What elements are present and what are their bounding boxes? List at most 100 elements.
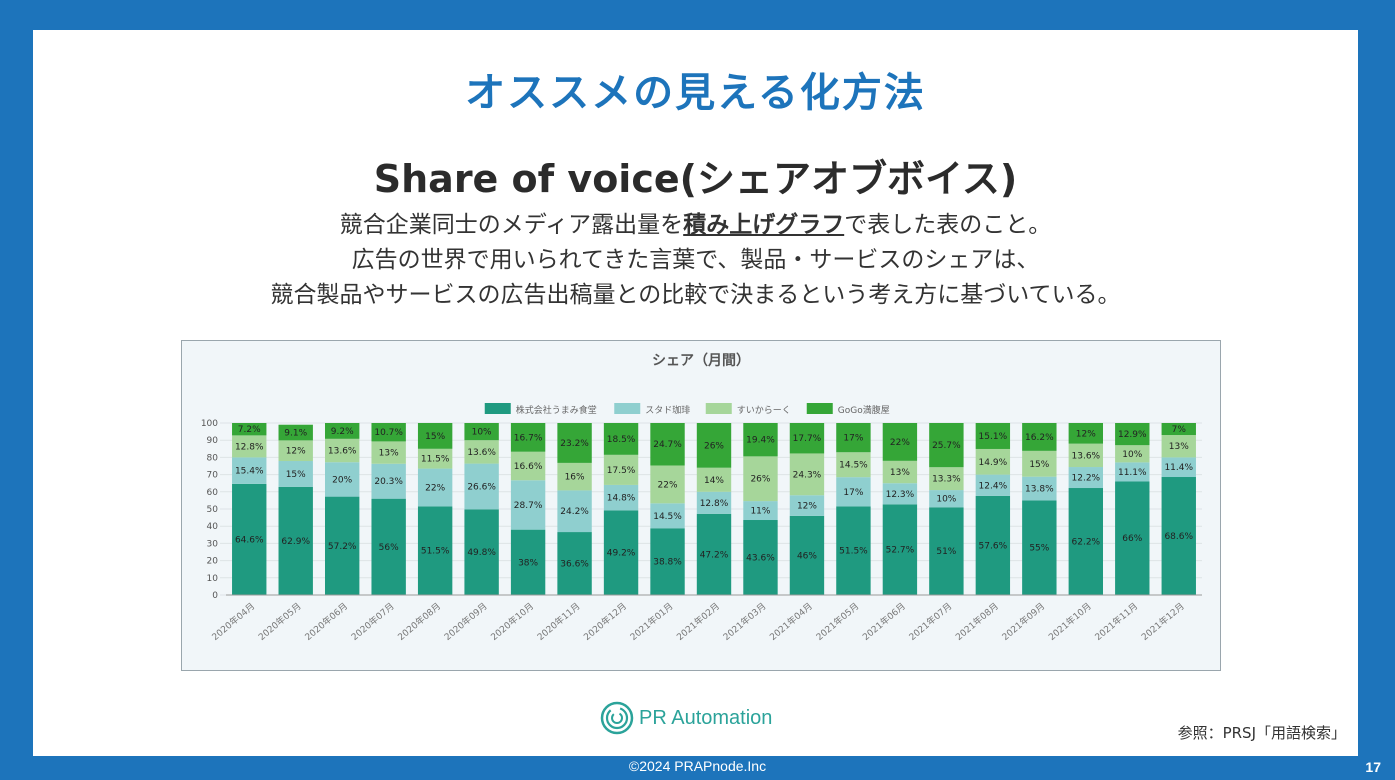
bar-value-label: 20% xyxy=(332,475,352,485)
bar-value-label: 11.4% xyxy=(1164,463,1193,473)
y-tick-label: 80 xyxy=(207,453,219,463)
bar-segment xyxy=(1068,467,1104,489)
bar-value-label: 26% xyxy=(750,475,770,485)
bar-value-label: 13.6% xyxy=(1072,451,1101,461)
bar-segment xyxy=(464,440,499,464)
logo: PR Automation xyxy=(599,698,772,738)
bar-segment xyxy=(278,440,313,462)
bar-segment xyxy=(975,423,1011,449)
bar-segment xyxy=(1115,423,1150,446)
y-tick-label: 90 xyxy=(207,436,219,446)
bar-value-label: 9.2% xyxy=(331,427,354,437)
x-tick-label: 2021年04月 xyxy=(767,600,815,643)
slide-subtitle: Share of voice(シェアオブボイス) xyxy=(373,157,1018,201)
bar-value-label: 12.8% xyxy=(235,442,264,452)
bar-segment xyxy=(1022,500,1057,595)
bar-value-label: 15.1% xyxy=(979,432,1008,442)
bar-segment xyxy=(836,506,871,595)
bar-value-label: 12.9% xyxy=(1118,430,1147,440)
bar-value-label: 16% xyxy=(565,473,585,483)
bar-value-label: 15% xyxy=(1029,460,1049,470)
bar-value-label: 49.8% xyxy=(467,548,496,558)
bar-segment xyxy=(882,423,918,461)
bar-segment xyxy=(510,480,546,530)
bar-segment xyxy=(975,474,1011,496)
bar-value-label: 68.6% xyxy=(1164,532,1193,542)
x-tick-label: 2021年11月 xyxy=(1092,600,1140,643)
bar-value-label: 26% xyxy=(704,441,724,451)
bar-value-label: 17.5% xyxy=(607,466,636,476)
bar-segment xyxy=(417,423,453,449)
bar-segment xyxy=(278,424,313,441)
x-tick-label: 2020年11月 xyxy=(535,600,583,643)
description-line-3: 競合製品やサービスの広告出稿量との比較で決まるという考え方に基づいている。 xyxy=(270,282,1121,308)
bar-segment xyxy=(882,504,918,595)
bar-value-label: 14.5% xyxy=(839,461,868,471)
bar-value-label: 10% xyxy=(472,428,492,438)
slide: オススメの見える化方法 Share of voice(シェアオブボイス) 競合企… xyxy=(33,30,1358,756)
bar-value-label: 13% xyxy=(379,449,399,459)
bar-value-label: 14% xyxy=(704,476,724,486)
bar-value-label: 51.5% xyxy=(839,547,868,557)
bar-segment xyxy=(1068,423,1104,444)
x-tick-label: 2020年05月 xyxy=(256,600,304,643)
bar-value-label: 62.9% xyxy=(281,537,310,547)
bar-value-label: 18.5% xyxy=(607,435,636,445)
bar-value-label: 15% xyxy=(425,432,445,442)
bar-segment xyxy=(557,423,592,463)
bar-segment xyxy=(557,490,592,533)
bar-value-label: 10.7% xyxy=(374,428,403,438)
y-tick-label: 40 xyxy=(207,522,219,532)
bar-segment xyxy=(789,495,825,516)
bar-segment xyxy=(603,423,639,455)
bar-value-label: 56% xyxy=(379,543,399,553)
y-tick-label: 0 xyxy=(212,591,218,601)
bar-value-label: 11.1% xyxy=(1118,468,1147,478)
bar-segment xyxy=(696,423,732,468)
x-tick-label: 2021年09月 xyxy=(999,600,1047,643)
bar-value-label: 7.2% xyxy=(238,425,261,435)
bar-segment xyxy=(929,507,964,595)
bar-value-label: 19.4% xyxy=(746,436,775,446)
bar-segment xyxy=(1022,476,1057,501)
chart-title: シェア（月間） xyxy=(652,353,750,369)
x-tick-label: 2021年07月 xyxy=(906,600,954,643)
bar-value-label: 49.2% xyxy=(607,549,636,559)
bar-value-label: 12.2% xyxy=(1072,474,1101,484)
bar-segment xyxy=(1022,450,1057,477)
bar-segment xyxy=(743,520,778,595)
bar-value-label: 52.7% xyxy=(886,546,915,556)
bar-value-label: 64.6% xyxy=(235,535,264,545)
bar-value-label: 15% xyxy=(286,470,306,480)
bar-value-label: 7% xyxy=(1172,425,1187,435)
bar-segment xyxy=(278,486,313,595)
bar-value-label: 24.7% xyxy=(653,440,682,450)
bar-segment xyxy=(324,496,360,595)
bar-value-label: 13.6% xyxy=(328,447,357,457)
bar-segment xyxy=(975,448,1011,475)
bar-value-label: 11% xyxy=(750,507,770,517)
bar-segment xyxy=(696,491,732,514)
bar-value-label: 24.3% xyxy=(793,470,822,480)
bar-value-label: 11.5% xyxy=(421,455,450,465)
share-chart-svg: シェア（月間） 株式会社うまみ食堂 スタド珈琲 すいからーく GoGo満腹屋 0 10 20 3… xyxy=(201,353,1202,643)
bar-segment xyxy=(696,513,732,595)
bar-segment xyxy=(1161,457,1196,478)
bar-value-label: 12.4% xyxy=(979,481,1008,491)
share-chart: シェア（月間） 株式会社うまみ食堂 スタド珈琲 すいからーく GoGo満腹屋 0 10 20 3… xyxy=(181,340,1221,671)
bar-segment xyxy=(324,438,360,463)
bar-value-label: 57.6% xyxy=(979,541,1008,551)
bar-value-label: 26.6% xyxy=(467,482,496,492)
bar-segment xyxy=(650,423,685,466)
bar-value-label: 12.8% xyxy=(700,499,729,509)
x-tick-label: 2020年07月 xyxy=(349,600,397,643)
bar-value-label: 13% xyxy=(1169,442,1189,452)
bar-segment xyxy=(603,510,639,595)
bar-segment xyxy=(603,454,639,485)
bar-segment xyxy=(650,465,685,504)
bar-value-label: 13.6% xyxy=(467,448,496,458)
bar-segment xyxy=(975,495,1011,595)
bar-value-label: 23.2% xyxy=(560,439,589,449)
bar-segment xyxy=(464,423,499,441)
bar-segment xyxy=(650,528,685,595)
